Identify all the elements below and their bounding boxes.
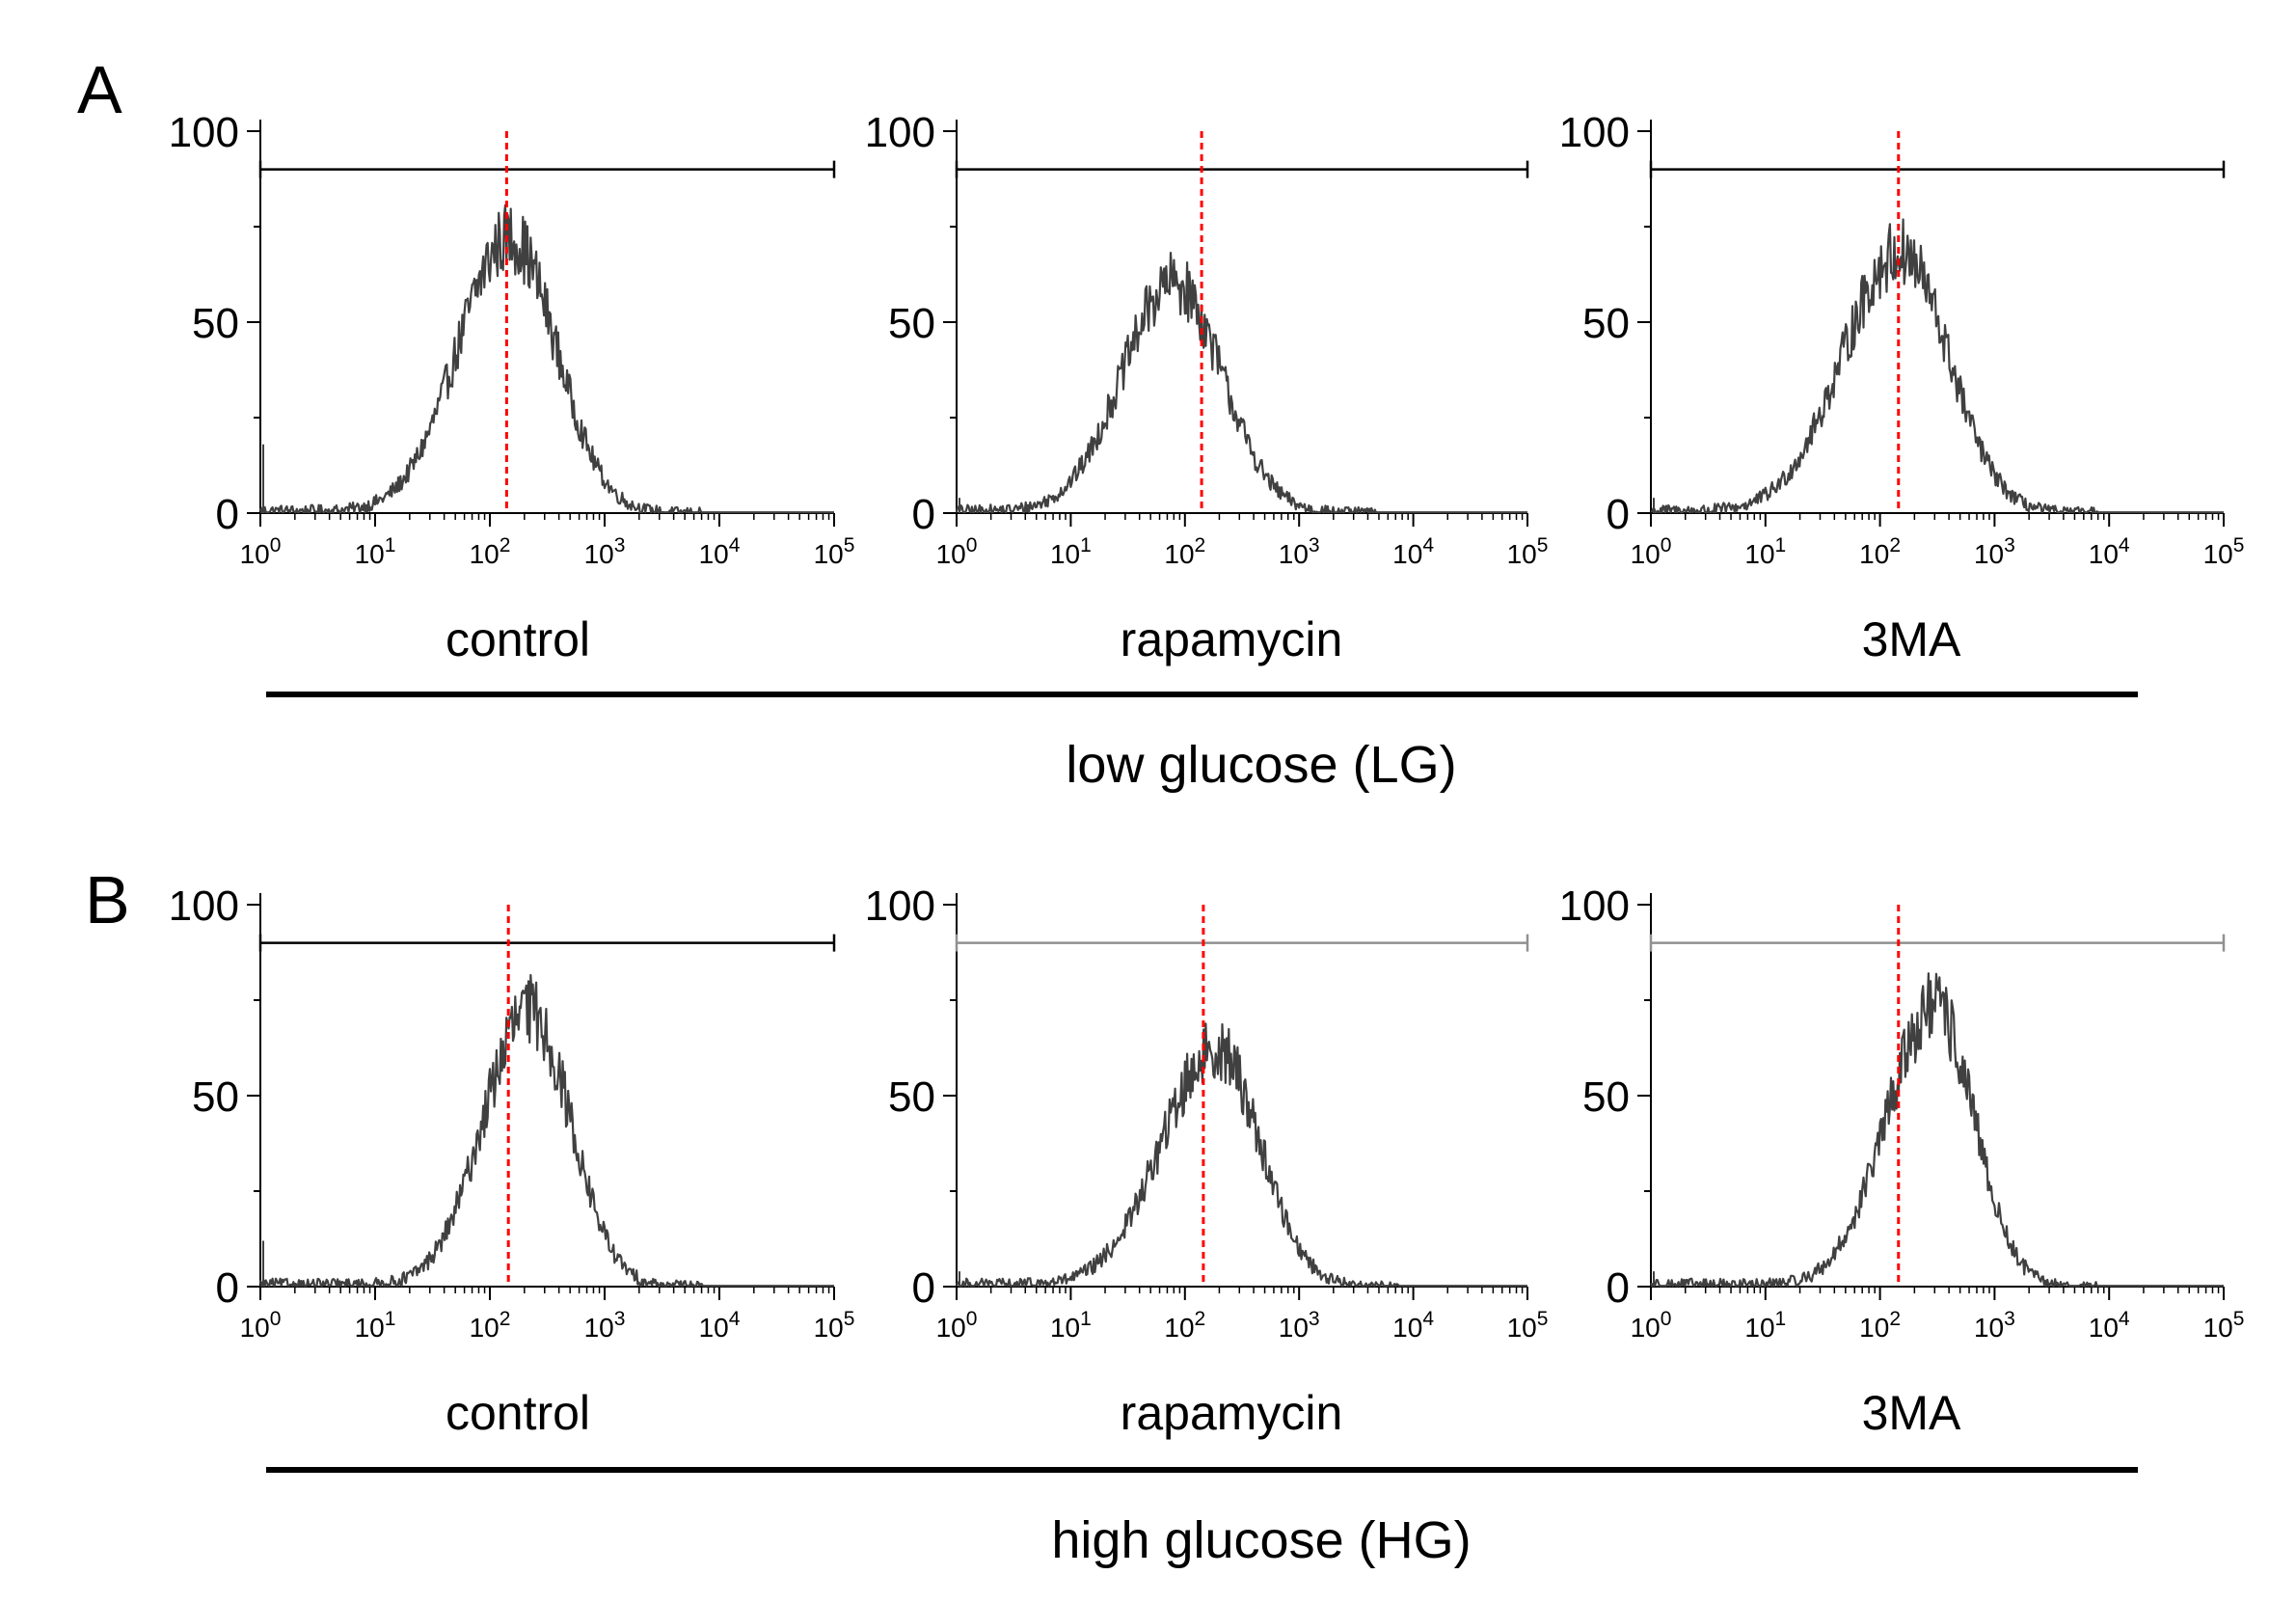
p4-x-tick-label: 104 [1392,1308,1434,1343]
condition-label-b-control: control [445,1386,591,1440]
p1-x-tick-label: 100 [936,534,978,569]
p4-x-tick-label: 103 [1279,1308,1320,1343]
p2-x-tick-label: 104 [2089,534,2130,569]
p3-x-tick-label: 105 [814,1308,855,1343]
group-bar-b [266,1467,2138,1473]
group-label-b: high glucose (HG) [1051,1511,1472,1569]
p3-y-tick-label: 50 [192,1073,239,1121]
p0-x-tick-label: 104 [699,534,741,569]
p1-x-tick-label: 103 [1279,534,1320,569]
p3-y-tick-label: 100 [169,882,239,930]
group-label-a: low glucose (LG) [1066,736,1457,794]
p4-x-tick-label: 101 [1050,1308,1092,1343]
p5-y-tick-label: 50 [1582,1073,1630,1121]
p1-y-tick-label: 50 [888,300,935,347]
p2-x-tick-label: 100 [1631,534,1672,569]
p5-x-tick-label: 100 [1631,1308,1672,1343]
p2-y-tick-label: 0 [1607,491,1630,538]
p4-y-tick-label: 0 [912,1264,935,1312]
p5-x-tick-label: 101 [1744,1308,1786,1343]
p0-y-tick-label: 0 [216,491,239,538]
condition-label-a-3ma: 3MA [1861,612,1961,666]
p4-y-tick-label: 100 [865,882,935,930]
p5-histogram-trace [1649,972,2224,1288]
p1-x-tick-label: 102 [1164,534,1205,569]
p3-x-tick-label: 101 [355,1308,396,1343]
p5-x-tick-label: 105 [2203,1308,2245,1343]
group-bar-a [266,692,2138,697]
p3-x-tick-label: 100 [240,1308,282,1343]
p0-x-tick-label: 103 [584,534,626,569]
panel-letter-b: B [85,862,130,937]
condition-label-b-rapamycin: rapamycin [1120,1386,1343,1440]
p4-histogram-trace [955,1022,1527,1288]
p1-y-tick-label: 100 [865,109,935,156]
p0-y-tick-label: 100 [169,109,239,156]
panel-letter-a: A [77,52,122,127]
p2-y-tick-label: 50 [1582,300,1630,347]
condition-label-b-3ma: 3MA [1861,1386,1961,1440]
p5-x-tick-label: 103 [1974,1308,2015,1343]
p0-x-tick-label: 100 [240,534,282,569]
p4-x-tick-label: 105 [1507,1308,1549,1343]
p3-x-tick-label: 104 [699,1308,741,1343]
p1-y-tick-label: 0 [912,491,935,538]
p1-x-tick-label: 105 [1507,534,1549,569]
p5-x-tick-label: 104 [2089,1308,2130,1343]
p3-x-tick-label: 102 [470,1308,511,1343]
p3-histogram-trace [258,973,834,1288]
p4-x-tick-label: 100 [936,1308,978,1343]
p5-y-tick-label: 100 [1559,882,1630,930]
condition-label-a-rapamycin: rapamycin [1120,612,1343,666]
p5-x-tick-label: 102 [1859,1308,1901,1343]
p2-x-tick-label: 103 [1974,534,2015,569]
p2-x-tick-label: 102 [1859,534,1901,569]
p3-x-tick-label: 103 [584,1308,626,1343]
p0-x-tick-label: 105 [814,534,855,569]
p2-histogram-trace [1650,218,2224,514]
p3-y-tick-label: 0 [216,1264,239,1312]
p4-y-tick-label: 50 [888,1073,935,1121]
p0-histogram-trace [258,204,834,514]
p5-y-tick-label: 0 [1607,1264,1630,1312]
p2-y-tick-label: 100 [1559,109,1630,156]
p1-x-tick-label: 104 [1392,534,1434,569]
p4-x-tick-label: 102 [1164,1308,1205,1343]
p1-histogram-trace [955,252,1527,514]
p2-x-tick-label: 105 [2203,534,2245,569]
p0-x-tick-label: 102 [470,534,511,569]
p0-y-tick-label: 50 [192,300,239,347]
p1-x-tick-label: 101 [1050,534,1092,569]
condition-label-a-control: control [445,612,591,666]
p0-x-tick-label: 101 [355,534,396,569]
p2-x-tick-label: 101 [1744,534,1786,569]
